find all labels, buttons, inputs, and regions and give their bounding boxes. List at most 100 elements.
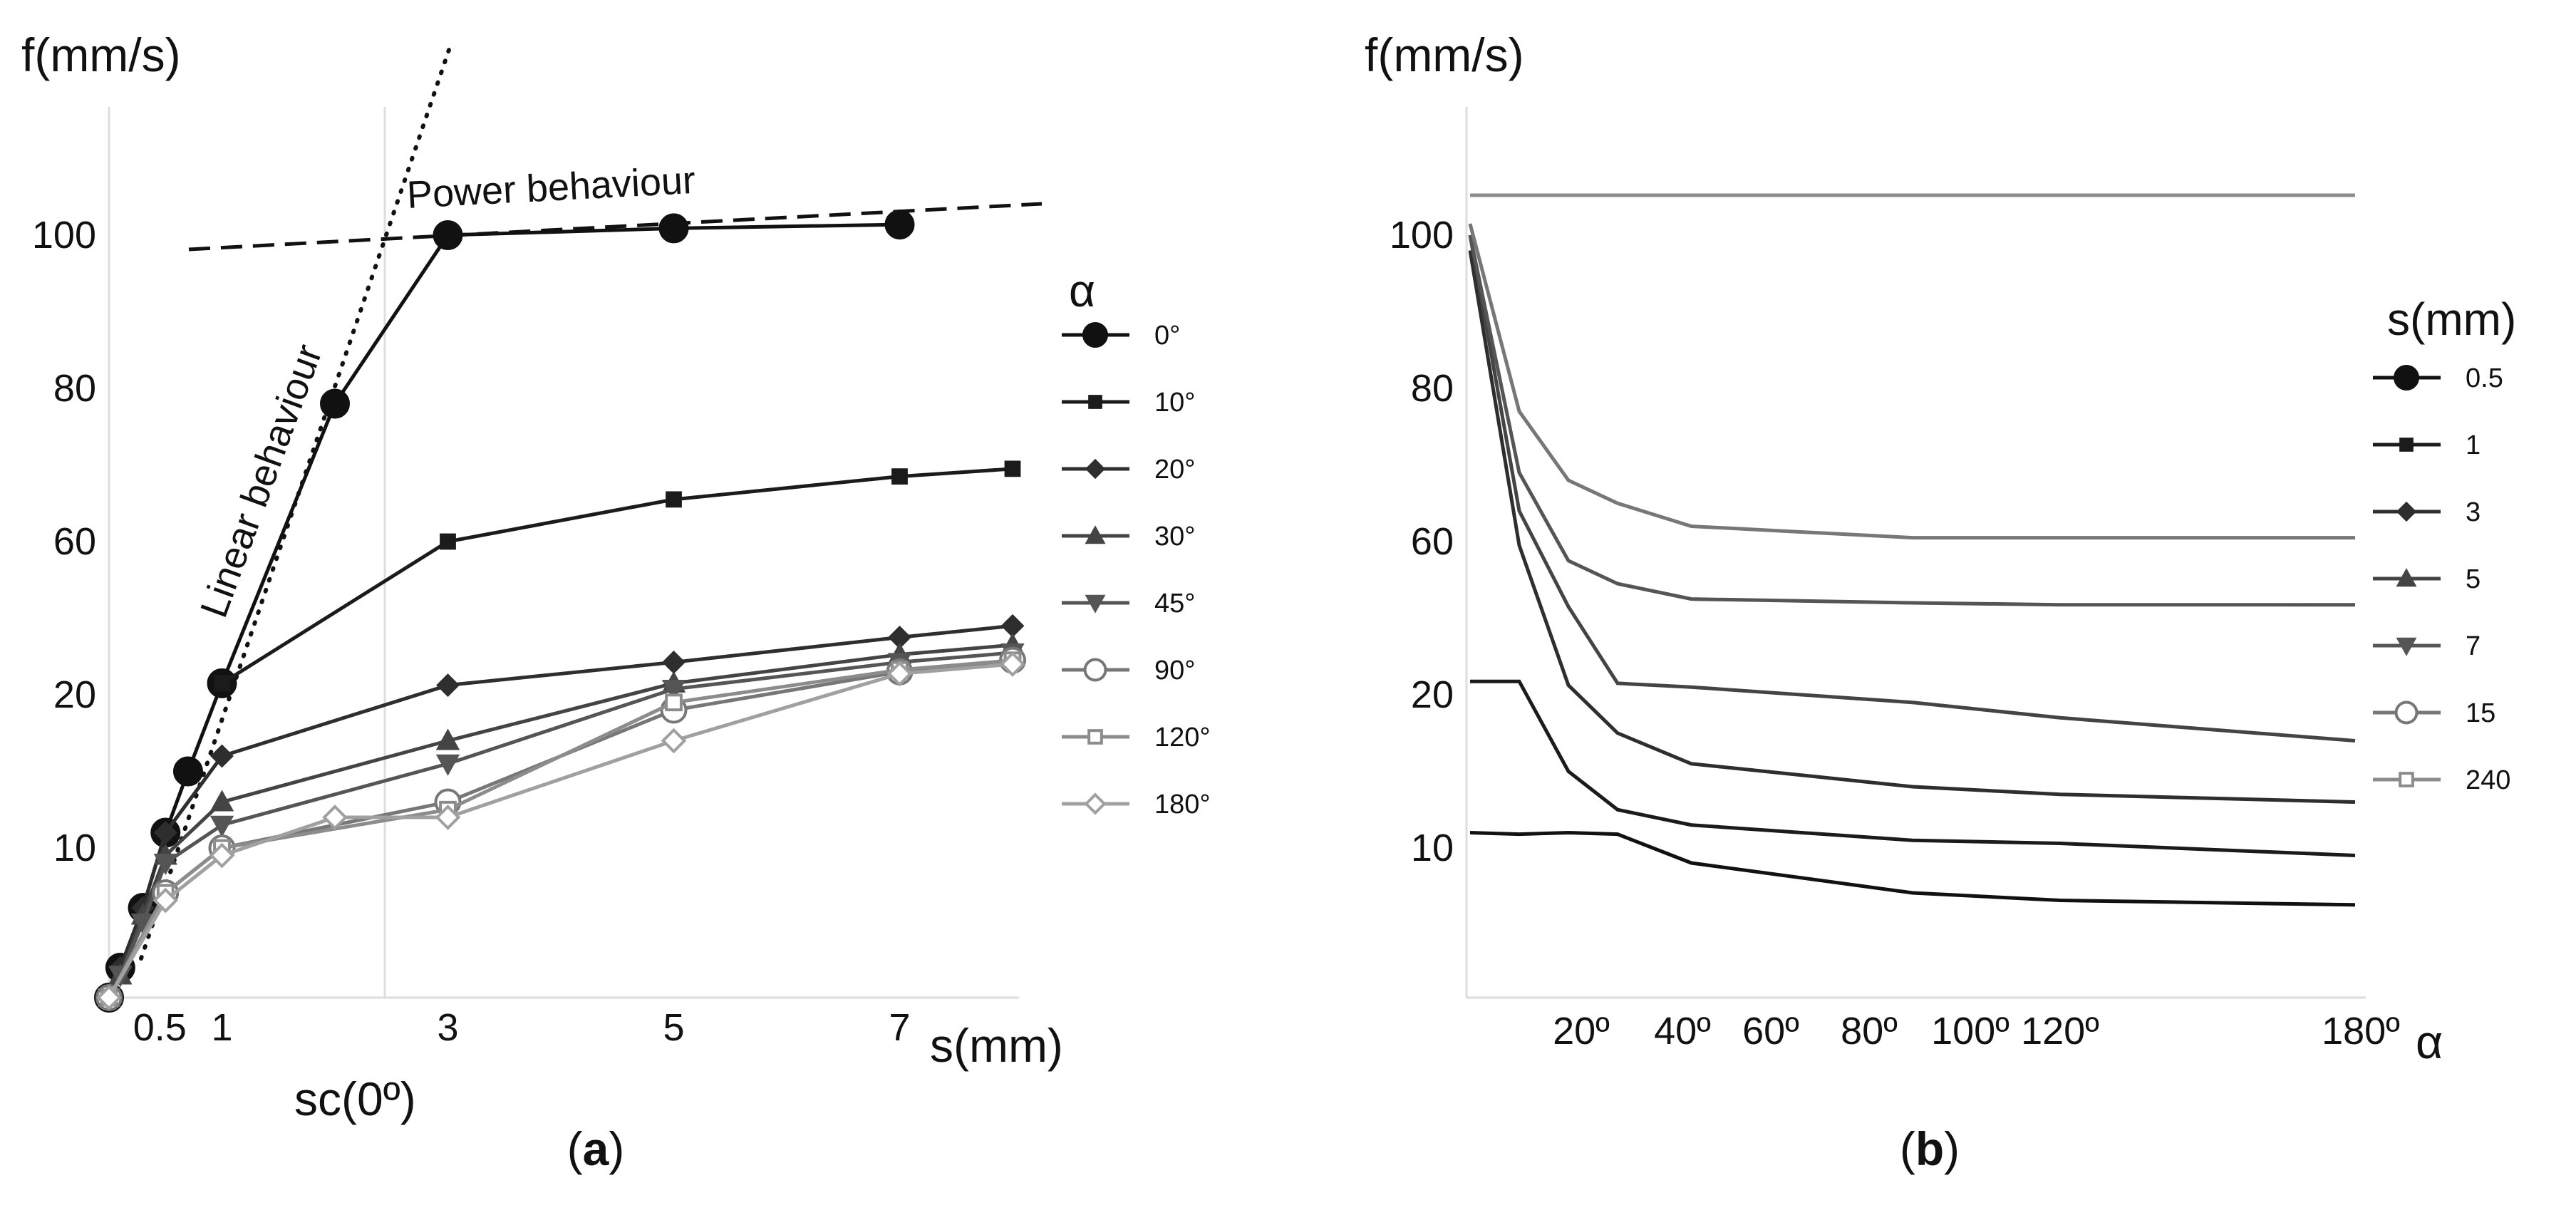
series-line (1468, 234, 2356, 743)
data-point (152, 887, 179, 914)
data-point (658, 213, 689, 244)
data-point (209, 842, 235, 869)
data-point (440, 533, 456, 550)
series-1 (1470, 679, 2356, 857)
legend-item: 240 (2373, 765, 2510, 795)
legend-marker (1084, 792, 1107, 815)
legend-item: 3 (2373, 497, 2481, 527)
data-point (884, 210, 915, 240)
series-10° (214, 460, 1021, 692)
series-5 (1468, 234, 2356, 743)
legend-label: 240 (2466, 765, 2510, 795)
series-line (107, 662, 1013, 999)
y-tick-label: 60 (1411, 520, 1454, 563)
data-point (433, 220, 463, 250)
legend-item: 90° (1062, 656, 1195, 686)
panel-label: (a) (567, 1122, 625, 1175)
legend-item: 30° (1062, 522, 1195, 552)
data-point (96, 985, 122, 1010)
x-tick-label: 7 (889, 1006, 910, 1049)
series-3 (1468, 250, 2356, 804)
x-tick-label: 100º (1931, 1010, 2009, 1053)
x-tick-label: 5 (663, 1006, 684, 1049)
data-point (214, 675, 230, 692)
legend-item: 5 (2373, 564, 2481, 594)
series-0.5 (1469, 830, 2356, 907)
series-line (1469, 830, 2356, 907)
data-point (1004, 460, 1021, 477)
x-tick-label: 0.5 (133, 1006, 187, 1049)
data-point (435, 805, 461, 830)
y-tick-label: 100 (32, 214, 96, 257)
y-tick-label: 60 (53, 520, 96, 563)
legend-label: 1 (2466, 430, 2481, 460)
data-point (661, 679, 686, 701)
series-7 (1468, 234, 2355, 607)
legend-item: 180° (1062, 790, 1211, 819)
legend-item: 10° (1062, 388, 1195, 418)
legend-label: 45° (1154, 589, 1195, 619)
legend-label: 0° (1154, 321, 1180, 351)
y-tick-label: 80 (1411, 367, 1454, 410)
data-point (435, 728, 460, 750)
y-tick-label: 100 (1390, 214, 1454, 257)
legend-marker (1085, 525, 1106, 544)
legend-label: 7 (2466, 631, 2481, 661)
panel-label: (b) (1900, 1122, 1960, 1175)
data-point (322, 805, 348, 830)
x-tick-label: 120º (2021, 1010, 2099, 1053)
data-point (666, 491, 682, 508)
data-point (210, 790, 234, 812)
legend-item: 120° (1062, 723, 1211, 753)
series-line (1468, 223, 2355, 540)
series-line (107, 651, 1013, 999)
legend-item: 20° (1062, 455, 1195, 485)
legend-marker (1085, 458, 1106, 480)
x-tick-labels: 0.5 1 3 5 7 (133, 1006, 911, 1049)
legend-label: 120° (1154, 723, 1211, 753)
x-tick-label: 1 (211, 1006, 232, 1049)
x-tick-label: 60º (1742, 1010, 1799, 1053)
power-behaviour-label: Power behaviour (405, 159, 696, 217)
y-axis-title: f(mm/s) (21, 29, 181, 81)
series-line (221, 467, 1013, 685)
legend-item: 0° (1062, 321, 1180, 351)
legend-item: 45° (1062, 589, 1195, 619)
legend: α 0° 10° 20° 30° 45° 90° 120° 180° (1062, 265, 1211, 819)
legend-label: 5 (2466, 564, 2481, 594)
x-tick-label: 20º (1553, 1010, 1610, 1053)
data-point (210, 744, 234, 768)
y-axis-title: f(mm/s) (1365, 29, 1524, 81)
legend-marker (2394, 700, 2419, 725)
series-120° (100, 651, 1022, 1007)
x-tick-label: 40º (1654, 1010, 1711, 1053)
data-point (1000, 651, 1025, 677)
legend-marker (2396, 637, 2417, 656)
legend-label: 10° (1154, 388, 1195, 418)
x-tick-label: 80º (1841, 1010, 1898, 1053)
data-point (210, 815, 234, 837)
data-point (436, 673, 460, 697)
legend-marker (1087, 729, 1103, 745)
y-tick-labels: 10 20 60 80 100 (32, 214, 96, 869)
series-180° (96, 651, 1025, 1010)
legend-marker (1082, 322, 1108, 348)
series-line (107, 643, 1013, 999)
legend-title: α (1069, 265, 1095, 316)
legend-marker (1088, 395, 1102, 409)
x-axis-title: α (2416, 1015, 2443, 1068)
y-tick-label: 20 (53, 673, 96, 716)
series-line (1468, 250, 2356, 804)
legend-marker (2396, 568, 2417, 587)
legend-item: 0.5 (2373, 363, 2503, 393)
data-point (435, 754, 460, 776)
legend-label: 20° (1154, 455, 1195, 485)
legend-marker (2399, 772, 2414, 787)
data-point (886, 661, 913, 687)
legend-marker (2394, 365, 2419, 391)
legend-label: 15 (2466, 698, 2495, 728)
panel-a: f(mm/s) s(mm) sc(0º) (a) 10 20 60 80 100 0.5… (21, 29, 1211, 1175)
y-tick-label: 20 (1411, 673, 1454, 716)
x-tick-label: 180º (2322, 1010, 2400, 1053)
